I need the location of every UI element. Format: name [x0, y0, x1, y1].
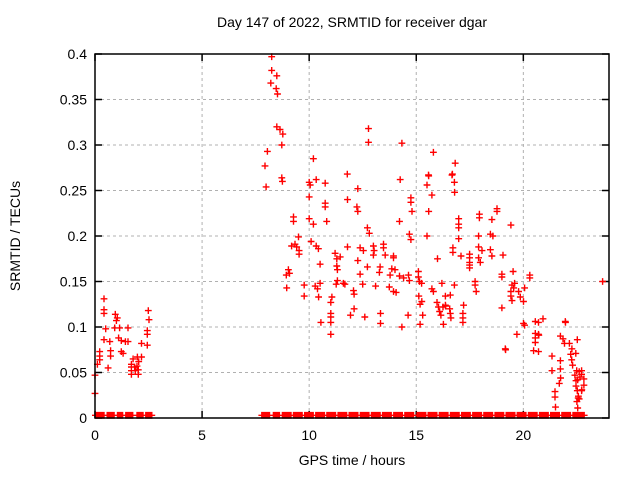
y-tick-label: 0.3 [68, 137, 88, 153]
y-axis-label: SRMTID / TECUs [7, 181, 23, 291]
y-tick-label: 0.05 [60, 365, 87, 381]
x-tick-label: 0 [91, 427, 99, 443]
y-tick-label: 0.35 [60, 92, 87, 108]
y-tick-label: 0.4 [68, 46, 88, 62]
chart-title: Day 147 of 2022, SRMTID for receiver dga… [217, 14, 487, 30]
y-tick-label: 0.2 [68, 228, 88, 244]
x-tick-label: 5 [198, 427, 206, 443]
x-tick-label: 20 [516, 427, 532, 443]
y-tick-label: 0.1 [68, 319, 88, 335]
y-tick-label: 0.15 [60, 274, 87, 290]
x-tick-label: 15 [408, 427, 424, 443]
y-tick-label: 0.25 [60, 183, 87, 199]
y-tick-labels: 0 0.05 0.1 0.15 0.2 0.25 0.3 0.35 0.4 [60, 46, 87, 426]
x-tick-labels: 0 5 10 15 20 [91, 427, 531, 443]
plot-frame [94, 53, 610, 419]
x-axis-label: GPS time / hours [299, 452, 406, 468]
x-tick-label: 10 [301, 427, 317, 443]
grid-lines [95, 54, 609, 418]
y-tick-label: 0 [79, 410, 87, 426]
